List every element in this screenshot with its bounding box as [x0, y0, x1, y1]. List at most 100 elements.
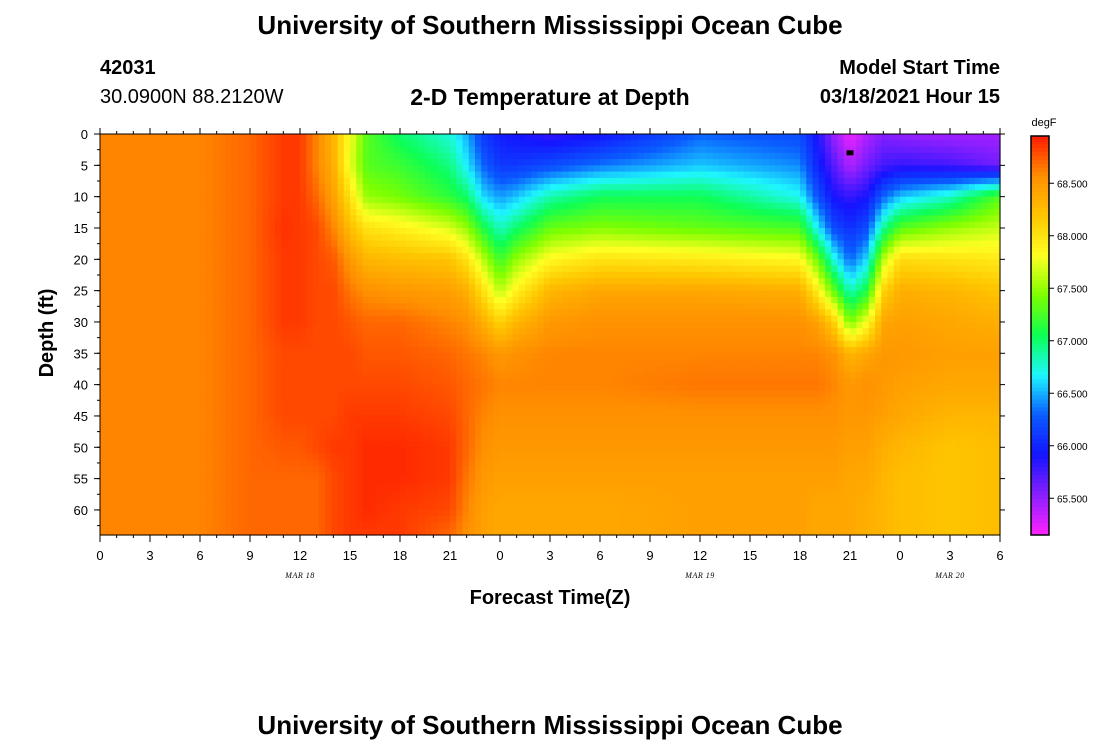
heatmap-cell — [900, 221, 907, 229]
heatmap-cell — [575, 209, 582, 217]
heatmap-cell — [881, 202, 889, 210]
heatmap-cell — [918, 271, 926, 279]
heatmap-cell — [637, 334, 645, 342]
heatmap-cell — [268, 328, 276, 336]
heatmap-cell — [450, 259, 457, 267]
heatmap-cell — [193, 234, 201, 242]
heatmap-cell — [831, 140, 839, 148]
heatmap-cell — [325, 315, 332, 323]
heatmap-cell — [993, 202, 1001, 210]
heatmap-cell — [612, 315, 620, 323]
heatmap-cell — [812, 290, 820, 298]
heatmap-cell — [437, 253, 445, 260]
heatmap-cell — [131, 290, 139, 298]
heatmap-cell — [631, 253, 639, 260]
heatmap-cell — [993, 165, 1001, 173]
heatmap-cell — [875, 265, 882, 273]
heatmap-cell — [343, 190, 351, 198]
heatmap-cell — [968, 209, 976, 217]
heatmap-cell — [331, 171, 339, 179]
heatmap-cell — [381, 321, 389, 329]
heatmap-cell — [200, 303, 207, 311]
heatmap-cell — [231, 259, 239, 267]
heatmap-cell — [587, 159, 595, 166]
heatmap-cell — [875, 215, 882, 223]
heatmap-cell — [937, 303, 945, 311]
heatmap-cell — [587, 259, 595, 267]
heatmap-cell — [718, 259, 726, 267]
heatmap-cell — [218, 284, 226, 292]
heatmap-cell — [562, 202, 570, 210]
heatmap-cell — [375, 284, 382, 292]
heatmap-cell — [825, 246, 832, 254]
heatmap-cell — [281, 296, 289, 304]
heatmap-cell — [831, 340, 839, 348]
heatmap-cell — [612, 321, 620, 329]
heatmap-cell — [981, 315, 989, 323]
heatmap-cell — [262, 190, 270, 198]
heatmap-cell — [531, 309, 539, 317]
heatmap-cell — [925, 321, 932, 329]
heatmap-cell — [731, 227, 739, 235]
heatmap-cell — [331, 334, 339, 342]
heatmap-cell — [281, 221, 289, 229]
heatmap-cell — [912, 165, 920, 173]
heatmap-cell — [537, 309, 545, 317]
heatmap-cell — [325, 334, 332, 342]
heatmap-cell — [968, 177, 976, 185]
heatmap-cell — [581, 215, 589, 223]
heatmap-cell — [712, 171, 720, 179]
heatmap-cell — [156, 265, 164, 273]
heatmap-cell — [300, 271, 307, 279]
heatmap-cell — [106, 296, 114, 304]
heatmap-cell — [618, 309, 626, 317]
heatmap-cell — [787, 271, 795, 279]
heatmap-cell — [212, 215, 220, 223]
heatmap-cell — [331, 165, 339, 173]
heatmap-cell — [743, 253, 751, 260]
heatmap-cell — [800, 146, 807, 154]
heatmap-cell — [443, 234, 451, 242]
heatmap-cell — [443, 265, 451, 273]
heatmap-cell — [575, 265, 582, 273]
heatmap-cell — [387, 334, 395, 342]
heatmap-cell — [706, 140, 714, 148]
heatmap-cell — [493, 303, 501, 311]
heatmap-cell — [918, 315, 926, 323]
heatmap-cell — [831, 146, 839, 154]
heatmap-cell — [518, 190, 526, 198]
heatmap-cell — [550, 347, 557, 354]
heatmap-cell — [331, 296, 339, 304]
heatmap-cell — [481, 196, 489, 204]
heatmap-cell — [506, 284, 514, 292]
heatmap-cell — [550, 284, 557, 292]
heatmap-cell — [112, 290, 120, 298]
heatmap-cell — [137, 165, 145, 173]
heatmap-cell — [581, 309, 589, 317]
heatmap-cell — [543, 234, 551, 242]
heatmap-cell — [212, 347, 220, 354]
heatmap-cell — [887, 202, 895, 210]
heatmap-cell — [693, 140, 701, 148]
heatmap-cell — [743, 271, 751, 279]
heatmap-cell — [768, 309, 776, 317]
heatmap-cell — [518, 340, 526, 348]
heatmap-cell — [200, 290, 207, 298]
heatmap-cell — [568, 315, 576, 323]
heatmap-cell — [993, 209, 1001, 217]
heatmap-cell — [512, 209, 520, 217]
heatmap-cell — [475, 340, 482, 348]
heatmap-cell — [818, 246, 826, 254]
heatmap-cell — [925, 309, 932, 317]
heatmap-cell — [287, 334, 295, 342]
heatmap-cell — [612, 152, 620, 160]
heatmap-cell — [606, 134, 614, 141]
heatmap-cell — [450, 134, 457, 141]
heatmap-cell — [437, 296, 445, 304]
heatmap-cell — [393, 209, 401, 217]
heatmap-cell — [406, 284, 414, 292]
heatmap-cell — [356, 221, 364, 229]
heatmap-cell — [900, 253, 907, 260]
heatmap-cell — [550, 246, 557, 254]
heatmap-cell — [625, 196, 632, 204]
